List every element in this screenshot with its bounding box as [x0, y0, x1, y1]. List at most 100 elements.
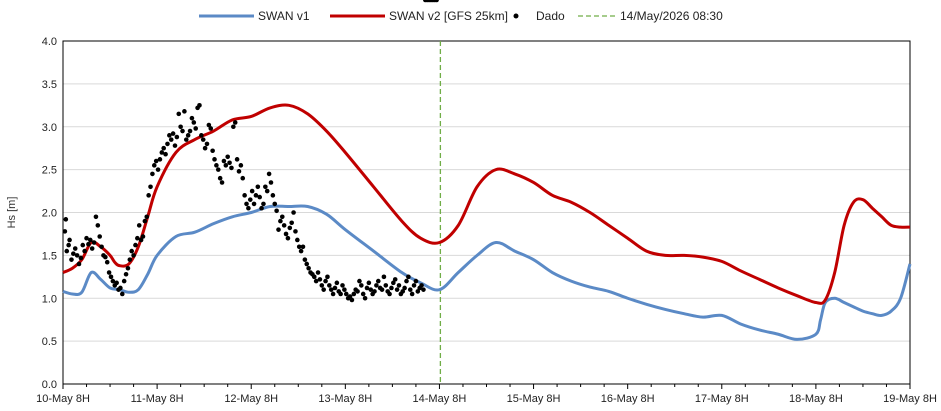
- data-point: [319, 283, 325, 288]
- data-point: [317, 277, 323, 282]
- data-point: [330, 291, 336, 297]
- data-point: [362, 295, 368, 301]
- data-point: [163, 151, 168, 157]
- data-point: [407, 287, 413, 292]
- data-point: [342, 287, 347, 292]
- legend-label: SWAN v2 [GFS 25km]: [389, 9, 508, 23]
- data-point: [240, 175, 246, 181]
- data-point: [219, 180, 225, 185]
- data-point: [174, 134, 180, 140]
- x-tick-label: 17-May 8H: [695, 393, 749, 405]
- x-tick-label: 14-May 8H: [413, 393, 467, 405]
- data-point: [182, 109, 187, 114]
- x-tick-label: 15-May 8H: [507, 393, 561, 405]
- data-point: [387, 291, 392, 297]
- x-tick-label: 12-May 8H: [224, 393, 278, 405]
- data-point: [193, 126, 198, 131]
- data-point: [351, 291, 357, 297]
- data-point: [106, 270, 112, 275]
- data-point: [281, 223, 287, 228]
- data-point: [279, 214, 285, 220]
- data-point: [236, 169, 242, 174]
- data-point: [304, 261, 310, 267]
- data-point: [63, 217, 69, 222]
- data-point: [360, 291, 366, 297]
- data-point: [127, 257, 133, 262]
- axes: 0.0 0.5 1.0 1.5 2.0 2.5 3.0 3.5 4.0 10-May 8H 11-M…: [36, 36, 937, 405]
- data-point: [276, 227, 281, 232]
- data-point: [229, 165, 234, 171]
- legend: SWAN v1 SWAN v2 [GFS 25km] Dado 14/May/2026…: [199, 9, 723, 23]
- data-point: [82, 248, 87, 254]
- data-point: [374, 283, 379, 288]
- data-point: [62, 229, 68, 234]
- data-point: [119, 291, 125, 297]
- observed-points: [62, 0, 439, 303]
- data-point: [151, 163, 157, 168]
- data-point: [328, 287, 334, 292]
- data-point: [153, 158, 159, 164]
- data-point: [114, 280, 119, 286]
- data-point: [289, 220, 294, 226]
- data-point: [375, 278, 381, 284]
- data-point: [210, 148, 215, 154]
- x-tick-label: 19-May 8H: [883, 393, 937, 405]
- data-point: [244, 201, 249, 207]
- data-point: [131, 253, 136, 258]
- data-point: [110, 278, 116, 284]
- data-point: [372, 289, 377, 294]
- x-tick-label: 10-May 8H: [36, 393, 90, 405]
- data-point: [199, 133, 204, 138]
- data-point: [99, 244, 104, 250]
- data-point: [263, 184, 268, 190]
- data-point: [231, 124, 236, 130]
- data-point: [381, 274, 387, 280]
- legend-label: Dado: [536, 9, 565, 23]
- data-point: [242, 193, 247, 198]
- data-point: [89, 246, 95, 251]
- data-point: [204, 141, 210, 147]
- data-point: [208, 126, 214, 131]
- data-point: [400, 289, 406, 294]
- data-point: [87, 237, 93, 243]
- legend-item: SWAN v2 [GFS 25km]: [330, 9, 508, 23]
- data-point: [183, 137, 189, 142]
- y-tick-label: 2.0: [42, 208, 57, 220]
- data-point: [434, 0, 439, 3]
- data-point: [185, 133, 191, 138]
- data-point: [123, 271, 129, 277]
- data-point: [227, 160, 232, 166]
- data-point: [125, 265, 131, 271]
- data-point: [67, 237, 72, 243]
- data-point: [359, 283, 364, 288]
- data-point: [396, 283, 402, 288]
- data-point: [259, 205, 264, 211]
- data-point: [129, 248, 135, 254]
- data-point: [142, 218, 148, 224]
- data-point: [64, 248, 70, 254]
- data-point: [325, 274, 330, 280]
- data-point: [406, 274, 411, 280]
- data-point: [93, 214, 99, 220]
- data-point: [332, 285, 338, 291]
- data-point: [172, 143, 178, 148]
- y-tick-label: 2.5: [42, 165, 57, 177]
- data-point: [170, 131, 176, 136]
- data-point: [343, 291, 349, 297]
- data-point: [315, 270, 321, 275]
- data-point: [338, 291, 343, 297]
- data-point: [347, 294, 353, 299]
- data-point: [298, 248, 304, 254]
- data-point: [293, 229, 298, 234]
- data-point: [104, 259, 110, 265]
- y-tick-label: 0.0: [42, 379, 57, 391]
- data-point: [146, 193, 151, 198]
- data-point: [383, 283, 389, 288]
- series-line-swan-v1: [62, 204, 912, 341]
- legend-swatch: [513, 13, 519, 19]
- data-point: [379, 287, 385, 292]
- data-point: [402, 285, 407, 291]
- data-point: [357, 278, 362, 284]
- data-point: [366, 280, 372, 286]
- data-point: [251, 201, 257, 207]
